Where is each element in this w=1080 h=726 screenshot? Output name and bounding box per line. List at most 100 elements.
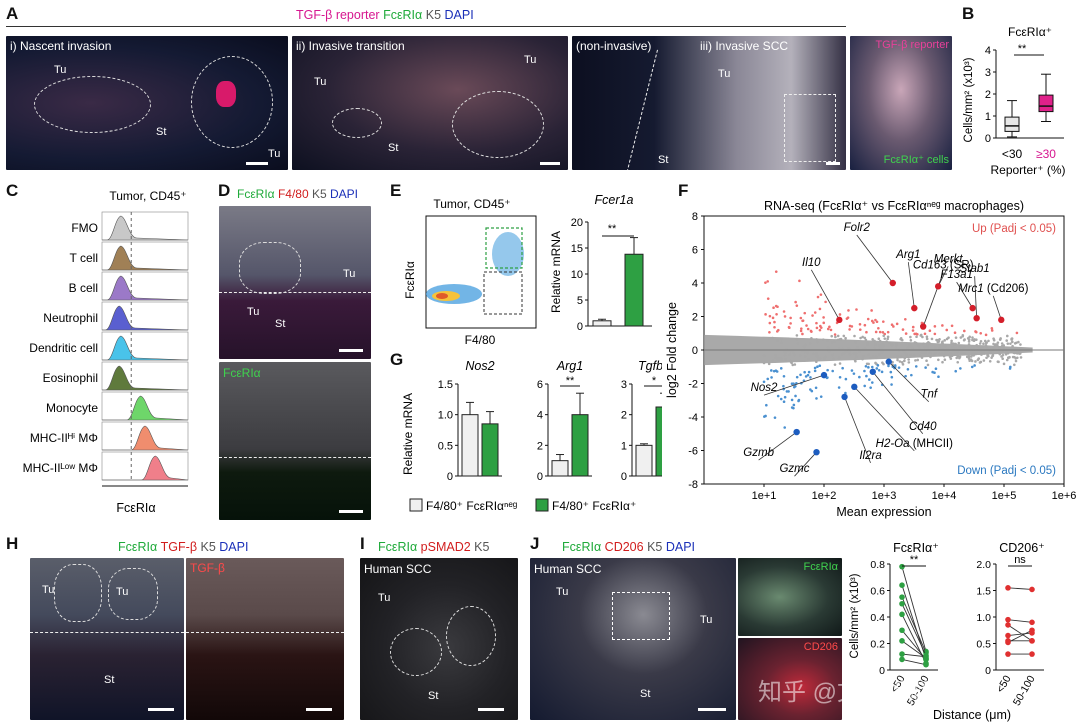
gene-point (766, 377, 770, 381)
gene-point (874, 330, 878, 334)
gene-point (877, 337, 881, 341)
x-tick-label: 1e+5 (992, 490, 1017, 502)
gene-point (867, 366, 870, 369)
gene-point (852, 372, 856, 375)
panel-e-bar-ylabel: Relative mRNA (549, 231, 563, 313)
gene-point (978, 342, 982, 345)
subpanel-label: (non-invasive) (576, 39, 652, 53)
gene-point (961, 334, 964, 338)
gene-point (878, 339, 882, 343)
gene-label: Gzmc (779, 463, 809, 475)
chart-title: FcεRIα⁺ (893, 541, 939, 555)
pair-line (1007, 624, 1033, 642)
gene-point (1014, 359, 1018, 363)
gene-point (818, 357, 822, 360)
gene-point (871, 355, 875, 359)
y-tick-label: 0 (577, 321, 583, 333)
gene-point (911, 325, 915, 329)
pair-line (901, 658, 927, 666)
gene-point (963, 352, 967, 355)
gene-point (975, 343, 978, 347)
gene-highlight (851, 383, 858, 391)
gene-point (816, 340, 819, 344)
gene-highlight (919, 323, 927, 330)
gene-point (815, 360, 818, 364)
panel-f-up-label: Up (Padj < 0.05) (972, 223, 1056, 235)
population-label: B cell (69, 281, 98, 295)
dashed-line (626, 49, 659, 170)
y-tick-label: 2 (985, 89, 991, 101)
gene-point (770, 376, 773, 379)
gene-point (792, 385, 796, 389)
gene-point (881, 345, 885, 348)
panel-j-channel-3: DAPI (665, 540, 696, 554)
gene-point (977, 357, 981, 360)
y-tick-label: -6 (688, 446, 698, 458)
box-body (1038, 94, 1054, 113)
gene-point (1017, 340, 1020, 344)
gene-point (983, 339, 987, 343)
panel-h-image-merge: Tu Tu St (30, 558, 184, 720)
gene-point (774, 369, 778, 373)
pair-line (1007, 632, 1033, 636)
tissue-label: Tu (54, 64, 67, 76)
scale-bar (148, 708, 174, 711)
gene-point (957, 347, 961, 350)
gene-point (838, 313, 842, 316)
gene-point (1019, 343, 1022, 346)
panel-c-title: Tumor, CD45⁺ (109, 189, 186, 203)
panel-f-xlabel: Mean expression (836, 505, 931, 519)
y-tick-label: 1.5 (438, 379, 453, 391)
gene-point (923, 332, 927, 336)
gene-highlight (793, 428, 800, 436)
gene-point (848, 328, 851, 331)
gene-point (876, 364, 880, 367)
dashed-line (30, 632, 184, 634)
gene-point (914, 365, 918, 368)
gene-point (806, 351, 809, 355)
gene-point (1009, 342, 1012, 345)
inset-label: TGF-β reporter (875, 39, 949, 51)
y-tick-label: 1.5 (976, 586, 991, 598)
gene-point (877, 353, 881, 356)
gene-point (1005, 334, 1009, 338)
bar (592, 320, 612, 327)
gene-point (815, 352, 818, 355)
y-tick-label: 10 (571, 269, 583, 281)
gene-point (967, 343, 971, 346)
panel-a-channel-3: DAPI (444, 8, 474, 22)
gene-point (955, 350, 959, 354)
gene-point (838, 362, 842, 365)
gene-point (768, 314, 772, 318)
gene-point (938, 352, 941, 356)
gene-point (844, 377, 848, 381)
gene-point (863, 384, 867, 388)
panel-a-channel-1: FcεRIα (383, 8, 426, 22)
panel-c-histograms: Tumor, CD45⁺ FMO T cell B cell Neutrophil De… (23, 189, 189, 515)
gene-point (937, 358, 940, 362)
bar (571, 414, 589, 477)
gene-point (928, 329, 932, 333)
gene-point (868, 378, 871, 381)
gene-point (771, 316, 775, 320)
gene-point (772, 306, 775, 310)
flow-density (492, 232, 524, 276)
inset-label: CD206 (803, 641, 838, 653)
y-tick-label: 6 (537, 379, 543, 391)
panel-a-channel-2: K5 (425, 8, 445, 22)
watermark: 知乎 @文献拆解工 (758, 679, 958, 706)
gene-point (896, 358, 899, 362)
gene-point (767, 337, 771, 340)
gene-point (787, 325, 791, 329)
gene-point (780, 338, 783, 341)
dashed-line (219, 457, 371, 459)
gene-point (1018, 351, 1022, 355)
gene-point (934, 346, 937, 350)
gene-point (1000, 355, 1003, 358)
gene-point (967, 340, 971, 343)
panel-h-letter: H (6, 534, 19, 553)
gene-point (873, 346, 877, 350)
gene-point (996, 343, 999, 347)
gene-point (814, 386, 818, 390)
gene-point (794, 394, 797, 398)
